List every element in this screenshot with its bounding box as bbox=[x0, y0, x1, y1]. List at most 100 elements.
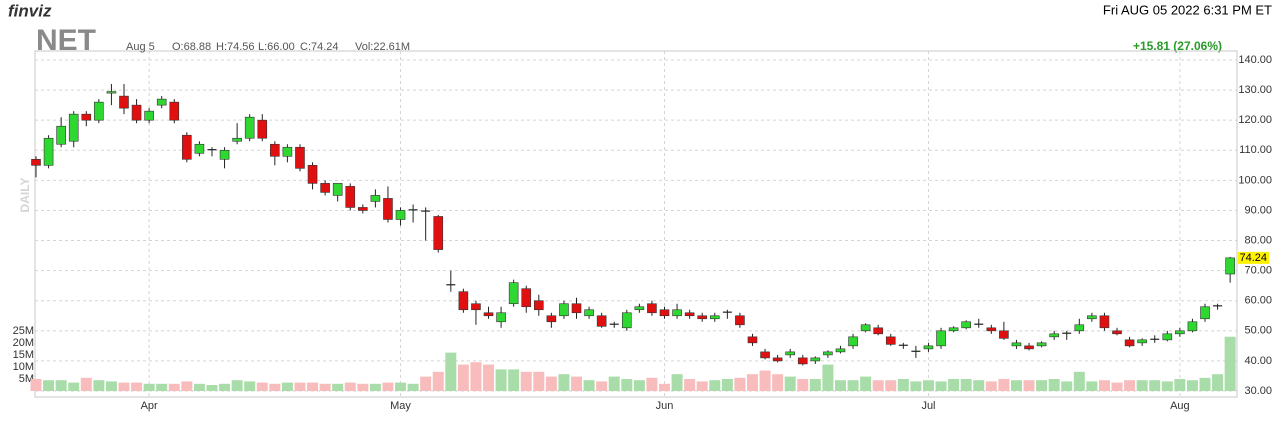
volume-bar bbox=[897, 379, 909, 391]
volume-bar bbox=[797, 379, 809, 391]
volume-bar bbox=[508, 369, 520, 391]
volume-bar bbox=[118, 382, 130, 391]
volume-bar bbox=[80, 377, 92, 391]
volume-bar bbox=[256, 382, 268, 391]
volume-bar bbox=[307, 382, 319, 391]
candle-body bbox=[546, 315, 557, 323]
candle-body bbox=[571, 303, 582, 314]
volume-bar bbox=[206, 385, 218, 391]
volume-bar bbox=[1149, 380, 1161, 391]
volume-bar bbox=[772, 374, 784, 391]
volume-bar bbox=[1174, 379, 1186, 391]
candle-body bbox=[533, 300, 544, 311]
candle-body bbox=[358, 207, 368, 211]
candle-body bbox=[320, 183, 330, 193]
candle-body bbox=[961, 321, 971, 329]
x-tick-label: May bbox=[390, 400, 411, 412]
candle-body bbox=[131, 104, 142, 121]
candle-body bbox=[244, 116, 255, 139]
volume-bar bbox=[105, 381, 117, 391]
volume-bar bbox=[659, 383, 670, 391]
candle-body bbox=[634, 306, 645, 311]
volume-bar bbox=[344, 382, 356, 391]
candle-body bbox=[1049, 333, 1059, 338]
volume-bar bbox=[696, 381, 708, 391]
candle-body bbox=[873, 327, 883, 335]
volume-bar bbox=[872, 380, 884, 391]
volume-bar bbox=[30, 379, 42, 391]
volume-bar bbox=[1086, 381, 1098, 391]
volume-bar bbox=[1036, 380, 1048, 391]
candle-body bbox=[1124, 339, 1135, 347]
volume-bar bbox=[520, 371, 532, 391]
candle-body bbox=[43, 137, 54, 166]
candle-body bbox=[647, 303, 657, 314]
info-item: H:74.56 bbox=[216, 41, 255, 53]
volume-bar bbox=[319, 383, 331, 391]
volume-bar bbox=[495, 369, 507, 391]
info-item: Aug 5 bbox=[126, 41, 155, 53]
volume-bar bbox=[244, 381, 256, 391]
candle-body bbox=[508, 282, 519, 305]
candle-body bbox=[395, 210, 406, 220]
candle-body bbox=[257, 119, 268, 139]
volume-bar bbox=[281, 382, 293, 391]
candle-body bbox=[823, 351, 833, 356]
candle-body bbox=[1011, 342, 1022, 347]
candle-body bbox=[383, 198, 393, 220]
volume-bar bbox=[709, 380, 721, 391]
volume-bar bbox=[219, 383, 231, 391]
candle-body bbox=[1112, 330, 1122, 335]
candle-body bbox=[621, 312, 632, 329]
volume-bar bbox=[445, 352, 457, 391]
volume-bar bbox=[784, 376, 796, 391]
x-tick-label: Jul bbox=[921, 400, 935, 412]
candle-body bbox=[1225, 257, 1235, 275]
candle-body bbox=[760, 351, 770, 359]
y-tick-label: 90.00 bbox=[1244, 204, 1272, 216]
y-tick-label: 30.00 bbox=[1244, 385, 1272, 397]
candle-body bbox=[483, 312, 494, 317]
volume-bar bbox=[1073, 371, 1085, 391]
volume-bar bbox=[68, 382, 80, 391]
volume-bar bbox=[759, 370, 771, 391]
candle-body bbox=[270, 143, 280, 157]
candle-body bbox=[1087, 315, 1097, 320]
logo[interactable]: finviz bbox=[8, 1, 52, 20]
candle-body bbox=[936, 330, 946, 347]
volume-bar bbox=[231, 380, 243, 391]
candle-body bbox=[182, 134, 192, 160]
volume-tick-label: 20M bbox=[13, 337, 34, 349]
volume-bar bbox=[910, 381, 922, 391]
volume-bar bbox=[193, 383, 205, 391]
candle-body bbox=[986, 327, 997, 332]
volume-bar bbox=[834, 380, 846, 391]
candle-body bbox=[584, 309, 594, 317]
volume-bar bbox=[156, 383, 168, 391]
candle-body bbox=[370, 195, 381, 202]
candle-body bbox=[559, 303, 569, 317]
info-bar: Aug 5 O:68.88 H:74.56 L:66.00 C:74.24 Vol:22.… bbox=[126, 41, 410, 53]
candle-body bbox=[709, 315, 720, 320]
info-item: O:68.88 bbox=[172, 41, 211, 53]
candle-body bbox=[697, 315, 708, 320]
candle-body bbox=[860, 324, 871, 332]
candle-body bbox=[307, 165, 318, 184]
candle-body bbox=[169, 101, 180, 121]
volume-bar bbox=[1098, 380, 1110, 391]
candle-body bbox=[735, 315, 745, 326]
candle-body bbox=[496, 312, 506, 323]
candle-body bbox=[194, 143, 205, 154]
volume-bar bbox=[1010, 380, 1022, 391]
candle-body bbox=[1187, 321, 1198, 332]
volume-bar bbox=[935, 381, 947, 391]
volume-bar bbox=[1061, 381, 1073, 391]
candle-body bbox=[345, 186, 356, 208]
volume-bar bbox=[420, 376, 432, 391]
candle-body bbox=[848, 336, 858, 347]
candle-body bbox=[1036, 342, 1047, 347]
volume-bar bbox=[571, 376, 583, 391]
volume-bar bbox=[558, 374, 570, 391]
